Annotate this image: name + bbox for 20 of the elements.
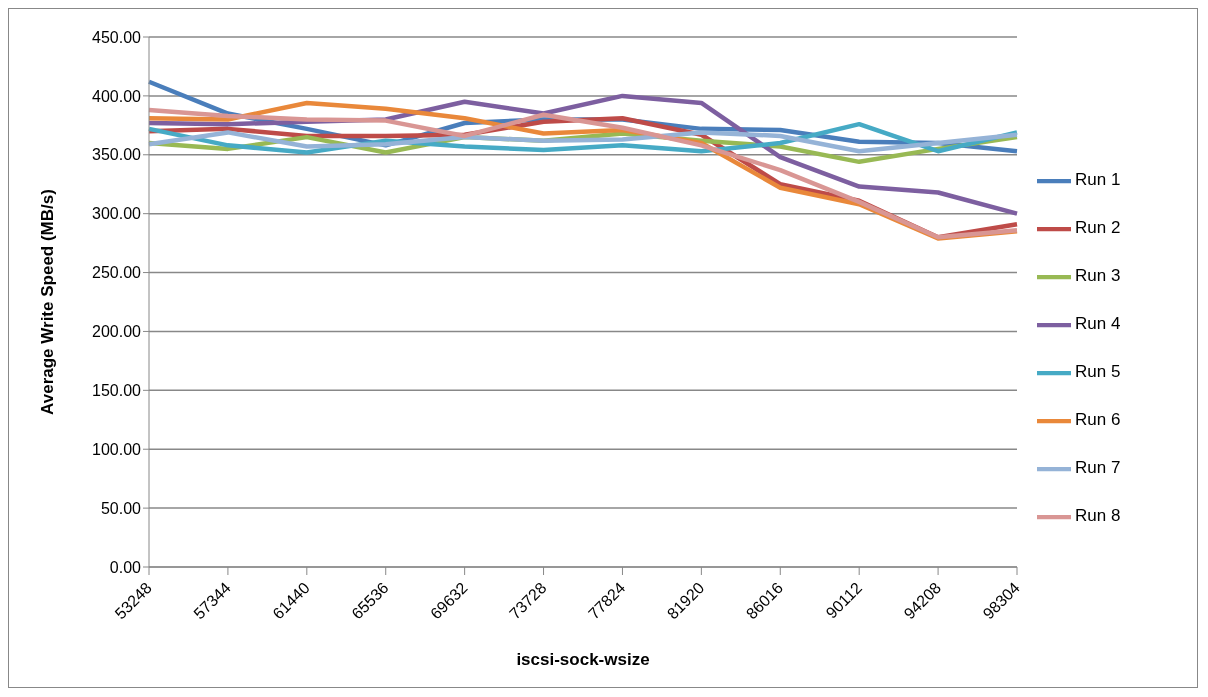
y-tick-label: 150.00	[92, 382, 142, 400]
legend-label: Run 4	[1075, 314, 1121, 333]
legend-label: Run 1	[1075, 170, 1121, 189]
y-tick-label: 50.00	[100, 499, 142, 517]
y-tick-label: 100.00	[92, 440, 142, 458]
y-tick-label: 300.00	[92, 205, 142, 223]
y-tick-label: 200.00	[92, 323, 142, 341]
legend-label: Run 7	[1075, 458, 1121, 477]
legend-label: Run 8	[1075, 506, 1121, 525]
y-tick-label: 400.00	[92, 87, 142, 105]
y-tick-label: 0.00	[109, 558, 142, 576]
legend-label: Run 3	[1075, 266, 1121, 285]
y-tick-label: 450.00	[92, 28, 142, 46]
legend-label: Run 2	[1075, 218, 1121, 237]
y-axis-title: Average Write Speed (MB/s)	[38, 189, 58, 415]
legend-label: Run 6	[1075, 410, 1121, 429]
legend-label: Run 5	[1075, 362, 1121, 381]
y-tick-label: 350.00	[92, 146, 142, 164]
y-tick-label: 250.00	[92, 264, 142, 282]
x-axis-title: iscsi-sock-wsize	[516, 650, 650, 669]
